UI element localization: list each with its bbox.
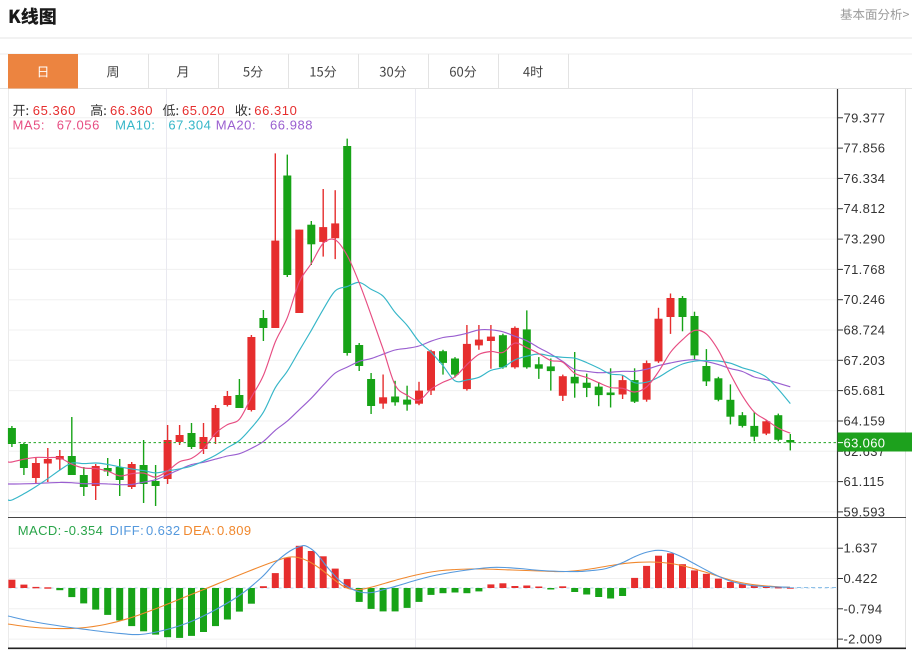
svg-text:MA20:: MA20: <box>216 118 256 133</box>
svg-text:MA10:: MA10: <box>115 118 155 133</box>
svg-text:73.290: 73.290 <box>844 232 886 247</box>
svg-text:MACD:: MACD: <box>18 523 62 538</box>
svg-text:0.632: 0.632 <box>146 523 181 538</box>
svg-text:DEA:: DEA: <box>183 523 215 538</box>
svg-text:76.334: 76.334 <box>844 171 886 186</box>
svg-text:64.159: 64.159 <box>844 414 886 429</box>
svg-text:66.310: 66.310 <box>254 103 297 118</box>
svg-text:65.681: 65.681 <box>844 383 886 398</box>
svg-text:66.360: 66.360 <box>110 103 153 118</box>
svg-text:-2.009: -2.009 <box>844 632 883 647</box>
svg-text:-0.354: -0.354 <box>64 523 103 538</box>
svg-text:67.304: 67.304 <box>168 118 211 133</box>
svg-text:61.115: 61.115 <box>844 474 885 489</box>
svg-text:DIFF:: DIFF: <box>110 523 145 538</box>
svg-text:66.988: 66.988 <box>270 118 313 133</box>
svg-text:0.422: 0.422 <box>844 571 878 586</box>
svg-text:70.246: 70.246 <box>844 292 886 307</box>
svg-text:71.768: 71.768 <box>844 262 886 277</box>
svg-text:65.360: 65.360 <box>33 103 76 118</box>
svg-text:67.203: 67.203 <box>844 353 886 368</box>
svg-text:79.377: 79.377 <box>844 110 886 125</box>
svg-text:63.060: 63.060 <box>844 435 886 450</box>
svg-text:65.020: 65.020 <box>182 103 225 118</box>
svg-text:59.593: 59.593 <box>844 504 886 519</box>
svg-text:-0.794: -0.794 <box>844 601 883 616</box>
svg-text:77.856: 77.856 <box>844 141 886 156</box>
svg-text:74.812: 74.812 <box>844 201 886 216</box>
svg-text:0.809: 0.809 <box>217 523 252 538</box>
svg-text:MA5:: MA5: <box>13 118 46 133</box>
svg-text:1.637: 1.637 <box>844 541 878 556</box>
svg-text:67.056: 67.056 <box>57 118 100 133</box>
svg-text:68.724: 68.724 <box>844 323 886 338</box>
